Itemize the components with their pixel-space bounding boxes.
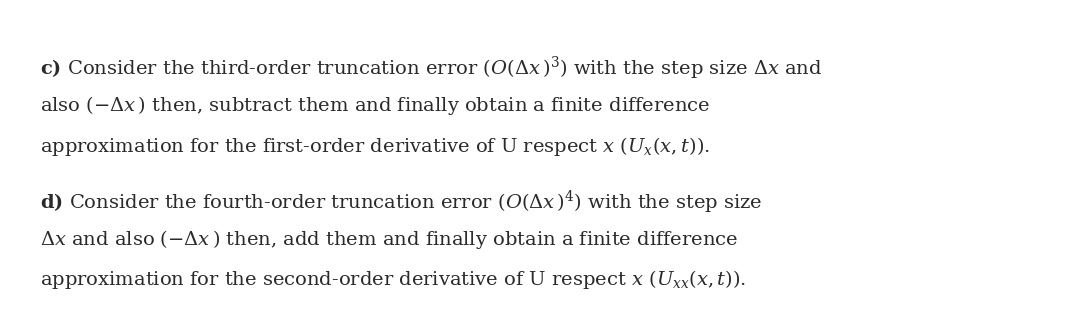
Text: $\mathbf{c)}$ Consider the third-order truncation error $(O(\Delta x\,)^3)$ with: $\mathbf{c)}$ Consider the third-order t… — [40, 55, 822, 82]
Text: approximation for the first-order derivative of U respect $x$ $(U_x(x, t))$.: approximation for the first-order deriva… — [40, 135, 710, 158]
Text: approximation for the second-order derivative of U respect $x$ $(U_{xx}(x, t))$.: approximation for the second-order deriv… — [40, 268, 746, 291]
Text: $\Delta x$ and also $(-\Delta x\,)$ then, add them and finally obtain a finite d: $\Delta x$ and also $(-\Delta x\,)$ then… — [40, 228, 739, 251]
Text: $\mathbf{d)}$ Consider the fourth-order truncation error $(O(\Delta x\,)^4)$ wit: $\mathbf{d)}$ Consider the fourth-order … — [40, 188, 762, 216]
Text: also $(-\Delta x\,)$ then, subtract them and finally obtain a finite difference: also $(-\Delta x\,)$ then, subtract them… — [40, 94, 711, 117]
